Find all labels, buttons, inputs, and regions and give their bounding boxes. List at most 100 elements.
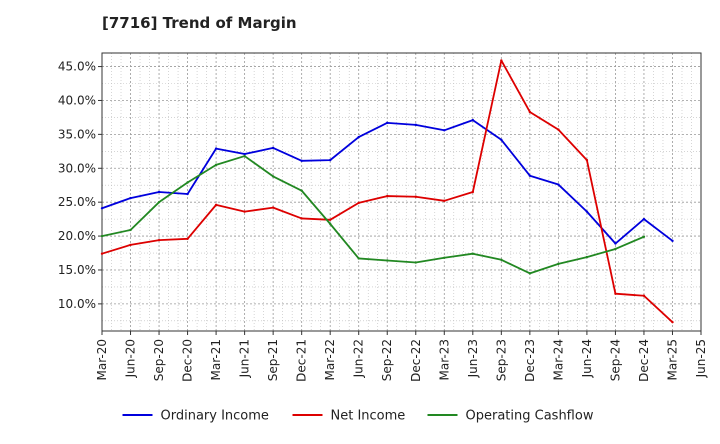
data-point xyxy=(471,252,475,255)
x-tick-label: Dec-21 xyxy=(295,339,309,382)
plot-area xyxy=(102,53,701,331)
series-line-operating-cashflow xyxy=(101,155,645,275)
data-point xyxy=(443,256,446,259)
data-point xyxy=(129,228,132,232)
data-point xyxy=(414,261,417,264)
data-point xyxy=(186,192,189,196)
data-point xyxy=(129,243,132,247)
x-tick-label: Jun-20 xyxy=(124,339,138,378)
data-point xyxy=(100,207,104,210)
data-point xyxy=(357,135,360,139)
data-point xyxy=(243,152,246,156)
y-tick-label: 45.0% xyxy=(58,60,96,74)
x-tick-label: Sep-20 xyxy=(152,339,166,381)
data-point xyxy=(557,128,560,131)
x-tick-label: Dec-20 xyxy=(181,339,195,382)
data-point xyxy=(500,258,503,262)
x-tick-label: Sep-21 xyxy=(266,339,280,381)
data-point xyxy=(642,235,646,238)
x-tick-label: Sep-22 xyxy=(380,339,394,381)
x-tick-label: Sep-23 xyxy=(494,339,508,381)
data-point xyxy=(271,206,275,209)
data-point xyxy=(214,147,218,150)
data-point xyxy=(328,158,332,162)
data-point xyxy=(585,158,589,162)
data-point xyxy=(214,203,218,207)
data-point xyxy=(186,181,189,184)
data-point xyxy=(129,196,132,200)
x-tick-label: Dec-22 xyxy=(409,339,423,382)
data-point xyxy=(671,239,674,243)
data-point xyxy=(614,247,617,251)
data-point xyxy=(300,217,303,220)
y-tick-label: 35.0% xyxy=(58,127,96,141)
data-point xyxy=(243,210,246,213)
x-tick-label: Jun-22 xyxy=(352,339,366,378)
chart-title: [7716] Trend of Margin xyxy=(102,14,297,32)
x-tick-label: Jun-25 xyxy=(694,339,708,378)
x-tick-label: Mar-24 xyxy=(551,339,565,380)
data-point xyxy=(528,272,532,275)
data-point xyxy=(557,183,560,186)
x-tick-label: Jun-21 xyxy=(238,339,252,378)
x-tick-label: Mar-25 xyxy=(665,339,679,380)
data-point xyxy=(157,200,161,204)
data-point xyxy=(300,159,303,163)
x-tick-label: Mar-20 xyxy=(95,339,109,380)
data-point xyxy=(328,222,332,226)
data-point xyxy=(585,255,589,259)
data-point xyxy=(386,121,389,125)
data-point xyxy=(157,190,161,194)
data-point xyxy=(528,174,532,177)
x-tick-label: Jun-23 xyxy=(466,339,480,378)
data-point xyxy=(357,201,360,205)
data-point xyxy=(557,262,560,266)
data-point xyxy=(386,194,389,198)
y-tick-label: 10.0% xyxy=(58,297,96,311)
legend-label: Operating Cashflow xyxy=(466,409,594,424)
data-point xyxy=(357,257,360,260)
data-point xyxy=(671,320,674,324)
y-tick-label: 30.0% xyxy=(58,161,96,175)
data-point xyxy=(100,252,104,255)
data-point xyxy=(300,189,303,192)
data-point xyxy=(642,217,646,221)
legend-label: Ordinary Income xyxy=(161,409,269,424)
y-tick-label: 20.0% xyxy=(58,229,96,243)
data-point xyxy=(386,259,389,262)
data-point xyxy=(186,237,189,240)
data-point xyxy=(214,163,218,167)
data-point xyxy=(100,234,104,238)
legend-label: Net Income xyxy=(331,409,406,424)
x-tick-label: Sep-24 xyxy=(608,339,622,381)
plot-frame xyxy=(101,52,702,332)
data-point xyxy=(157,238,161,242)
data-point xyxy=(528,110,532,114)
x-tick-label: Dec-23 xyxy=(523,339,537,382)
data-point xyxy=(243,154,246,158)
data-point xyxy=(271,146,275,150)
x-tick-label: Jun-24 xyxy=(580,339,594,378)
x-tick-label: Dec-24 xyxy=(637,339,651,382)
x-tick-label: Mar-23 xyxy=(437,339,451,380)
data-point xyxy=(443,199,446,203)
data-point xyxy=(271,175,275,178)
data-point xyxy=(443,129,446,132)
y-tick-label: 15.0% xyxy=(58,263,96,277)
data-point xyxy=(500,59,503,62)
data-point xyxy=(585,210,589,213)
x-tick-label: Mar-21 xyxy=(209,339,223,380)
data-point xyxy=(500,138,503,141)
x-tick-label: Mar-22 xyxy=(323,339,337,380)
data-point xyxy=(614,242,617,245)
data-point xyxy=(328,218,332,221)
data-point xyxy=(471,118,475,122)
data-point xyxy=(642,294,646,297)
data-point xyxy=(414,123,417,127)
data-point xyxy=(614,292,617,295)
data-point xyxy=(414,195,417,198)
data-point xyxy=(471,190,475,194)
y-tick-label: 40.0% xyxy=(58,93,96,107)
